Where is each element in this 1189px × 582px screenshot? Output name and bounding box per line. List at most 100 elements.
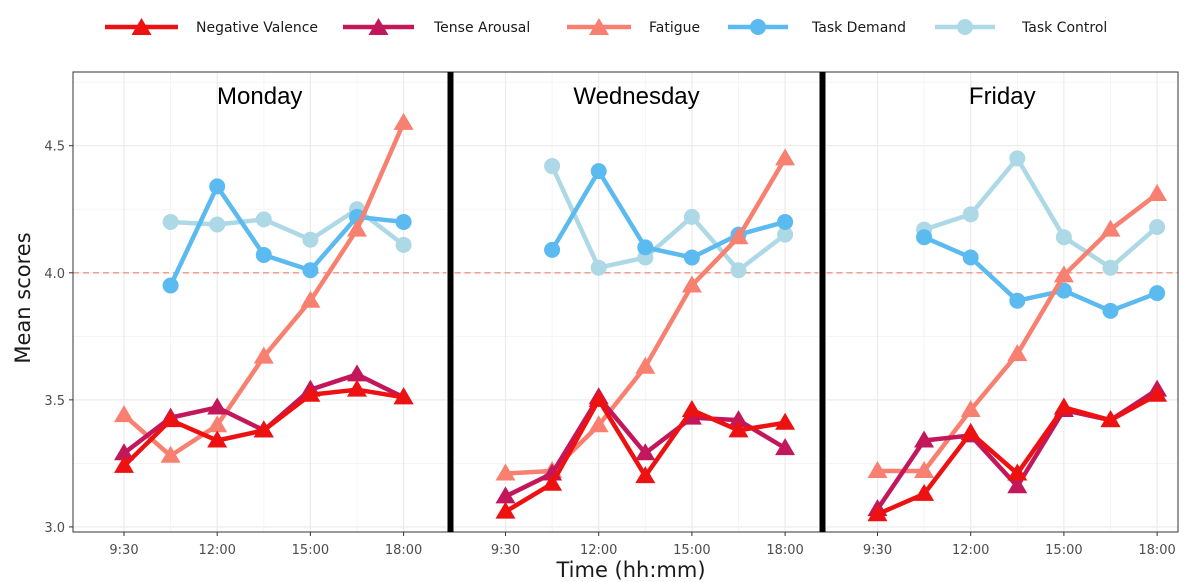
data-point-triangle <box>393 387 414 405</box>
data-point-triangle <box>207 397 228 415</box>
data-point-triangle <box>1053 265 1074 283</box>
data-point-triangle <box>207 430 228 448</box>
data-point-triangle <box>681 275 702 293</box>
y-tick-label: 3.0 <box>44 521 65 536</box>
x-tick-label: 9:30 <box>863 543 892 558</box>
data-point-triangle <box>1007 463 1028 481</box>
data-point-triangle <box>253 420 274 438</box>
data-point-circle <box>777 226 794 243</box>
y-axis-title: Mean scores <box>11 232 35 363</box>
series-fatigue <box>114 112 414 463</box>
data-point-triangle <box>347 364 367 382</box>
series-negative-valence <box>867 384 1168 522</box>
data-point-triangle <box>960 400 981 418</box>
data-point-circle <box>544 241 561 258</box>
data-point-circle <box>590 163 607 180</box>
legend-item-negative-valence: Negative Valence <box>105 18 318 36</box>
x-tick-label: 12:00 <box>198 543 235 558</box>
legend-label: Task Control <box>1021 20 1107 36</box>
data-point-circle <box>255 246 272 263</box>
data-point-circle <box>1149 285 1166 302</box>
series-line <box>923 235 1158 314</box>
panel-background <box>826 72 1178 532</box>
data-point-triangle <box>114 443 134 461</box>
data-point-circle <box>1102 259 1119 276</box>
panel-wednesday: Wednesday 9:30 12:00 15:00 18:00 <box>454 72 819 558</box>
x-tick-label: 18:00 <box>385 543 422 558</box>
series-negative-valence <box>495 389 796 519</box>
series-task-demand <box>544 163 794 266</box>
data-point-circle <box>302 231 319 248</box>
panel-title: Wednesday <box>573 83 699 110</box>
data-point-circle <box>209 178 226 195</box>
data-point-triangle <box>160 410 181 428</box>
data-point-circle <box>544 158 561 175</box>
series-fatigue <box>867 183 1168 479</box>
data-point-triangle <box>635 443 656 461</box>
data-point-triangle <box>1147 384 1168 402</box>
series-line <box>550 165 787 273</box>
data-point-triangle <box>728 410 749 428</box>
data-point-triangle <box>160 445 181 463</box>
data-point-circle <box>962 249 979 266</box>
data-point-circle <box>1055 229 1072 246</box>
data-point-circle <box>1009 150 1026 167</box>
series-negative-valence <box>114 379 414 473</box>
data-point-triangle <box>1100 410 1121 428</box>
plot-frame <box>72 71 1179 533</box>
data-point-triangle <box>1147 183 1168 201</box>
x-tick-label: 18:00 <box>1138 543 1175 558</box>
data-point-triangle <box>300 290 321 308</box>
data-point-triangle <box>1053 397 1074 415</box>
panel-background <box>454 72 819 532</box>
data-point-triangle <box>775 148 796 166</box>
data-point-circle <box>395 236 412 253</box>
data-point-circle <box>395 213 412 230</box>
data-point-triangle <box>867 504 888 522</box>
data-point-circle <box>1149 219 1166 236</box>
data-point-triangle <box>393 112 414 130</box>
legend-circle-marker <box>750 19 766 35</box>
data-point-circle <box>1055 282 1072 299</box>
data-point-triangle <box>728 227 749 245</box>
data-point-circle <box>590 259 607 276</box>
x-tick-label: 12:00 <box>952 543 989 558</box>
data-point-triangle <box>347 219 367 237</box>
y-tick-label: 4.5 <box>44 140 65 155</box>
data-point-circle <box>255 211 272 228</box>
legend-triangle-marker <box>368 18 389 35</box>
data-point-triangle <box>495 501 516 519</box>
series-line <box>923 156 1159 270</box>
data-point-triangle <box>114 455 134 473</box>
data-point-triangle <box>775 438 796 456</box>
data-point-circle <box>162 277 179 294</box>
data-point-triangle <box>635 466 656 484</box>
x-tick-label: 15:00 <box>673 543 710 558</box>
series-task-demand <box>916 229 1166 319</box>
data-point-triangle <box>300 384 321 402</box>
data-point-triangle <box>253 346 274 364</box>
series-line <box>550 168 786 260</box>
data-point-triangle <box>775 412 796 430</box>
data-point-circle <box>637 239 654 256</box>
legend: Negative Valence Tense Arousal Fatigue Task… <box>105 18 1107 36</box>
data-point-triangle <box>914 483 935 501</box>
data-point-circle <box>1102 302 1119 319</box>
data-point-circle <box>209 216 226 233</box>
panel-friday: Friday 9:30 12:00 15:00 18:00 <box>826 72 1178 558</box>
data-point-triangle <box>960 422 981 440</box>
legend-label: Tense Arousal <box>433 20 530 36</box>
data-point-circle <box>777 213 794 230</box>
data-point-triangle <box>1007 344 1028 362</box>
x-tick-label: 15:00 <box>292 543 329 558</box>
data-point-circle <box>683 249 700 266</box>
data-point-circle <box>162 213 179 230</box>
legend-circle-marker <box>957 19 973 35</box>
data-point-circle <box>962 206 979 223</box>
data-point-triangle <box>635 356 656 374</box>
data-point-triangle <box>1100 219 1121 237</box>
data-point-triangle <box>495 486 516 504</box>
data-point-circle <box>730 262 747 279</box>
data-point-circle <box>302 262 319 279</box>
